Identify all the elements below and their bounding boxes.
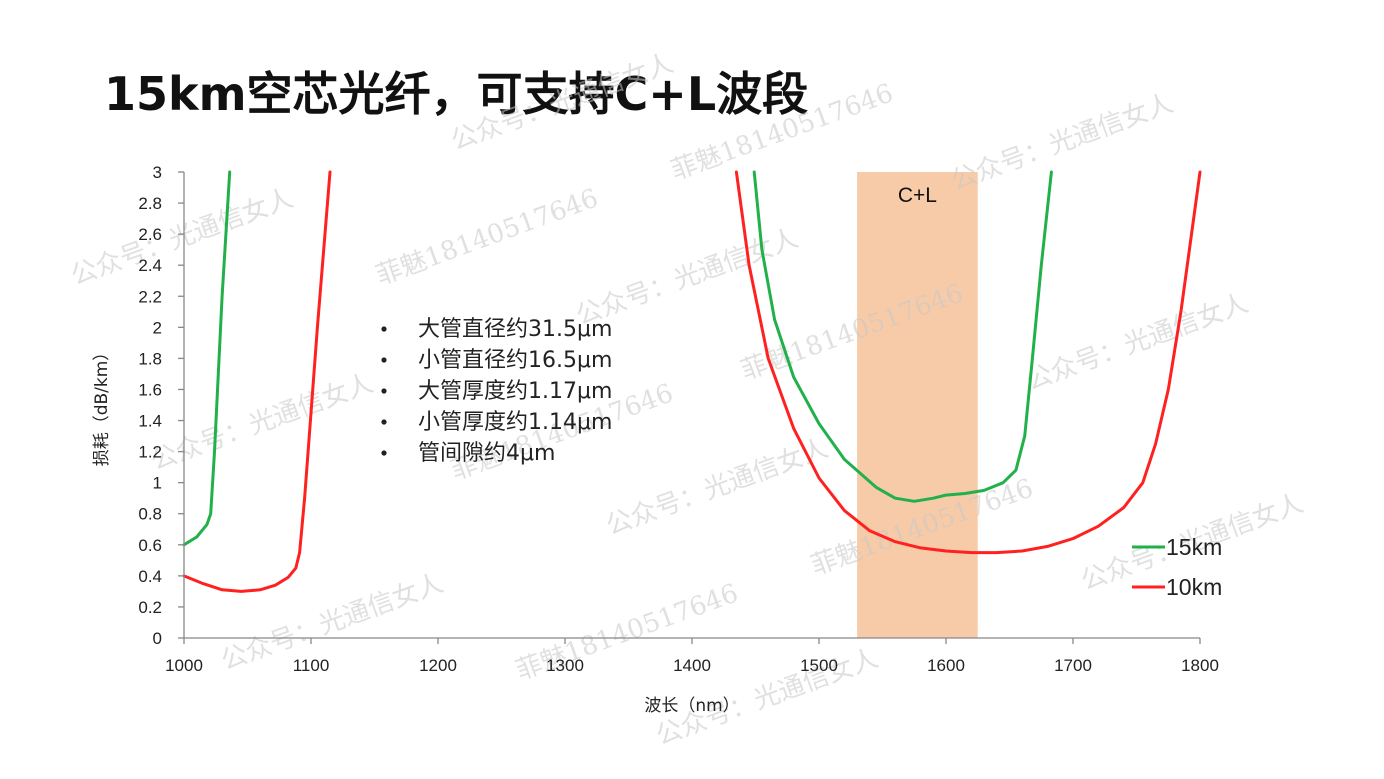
note-bullet [381, 388, 387, 394]
slide-title: 15km空芯光纤，可支持C+L波段 [104, 67, 809, 121]
cl-band-layer: C+L [857, 172, 978, 638]
notes-layer: 大管直径约31.5μm 小管直径约16.5μm 大管厚度约1.17μm 小管厚度约1.… [381, 317, 612, 466]
x-axis-title: 波长（nm） [644, 696, 739, 716]
note-item: 管间隙约4μm [418, 441, 555, 466]
y-tick-label: 2.8 [138, 194, 162, 213]
legend-label-15km: 15km [1166, 534, 1222, 560]
y-tick-label: 1 [153, 474, 162, 493]
y-axis-title: 损耗（dB/km） [92, 344, 112, 467]
x-tick-label: 1700 [1054, 656, 1092, 675]
legend-label-10km: 10km [1166, 574, 1222, 600]
series-layer [182, 170, 1202, 593]
x-tick-label: 1300 [546, 656, 584, 675]
watermark-text: 菲魅18140517646 [372, 183, 602, 291]
watermark-text: 公众号：光通信女人 [947, 88, 1177, 196]
note-item: 大管厚度约1.17μm [418, 379, 612, 404]
x-tick-label: 1100 [293, 656, 330, 675]
y-tick-label: 2.4 [138, 256, 162, 275]
cl-band [857, 172, 978, 638]
x-tick-label: 1500 [800, 656, 838, 675]
series-line-10km [182, 170, 332, 593]
y-tick-label: 2 [153, 318, 162, 337]
watermark-text: 公众号：光通信女人 [147, 368, 377, 476]
y-tick-label: 1.8 [138, 349, 162, 368]
x-tick-label: 1200 [419, 656, 457, 675]
x-tick-label: 1400 [673, 656, 711, 675]
watermark-text: 菲魅18140517646 [667, 78, 897, 186]
x-tick-label: 1800 [1181, 656, 1219, 675]
y-tick-label: 1.2 [138, 443, 162, 462]
watermark-text: 公众号：光通信女人 [67, 183, 297, 291]
watermark-text: 公众号：光通信女人 [447, 48, 677, 156]
series-line-10km [734, 170, 1202, 555]
note-item: 小管直径约16.5μm [418, 348, 612, 373]
y-tick-label: 0.4 [138, 567, 162, 586]
y-tick-label: 2.2 [138, 287, 162, 306]
y-tick-label: 0.6 [138, 536, 162, 555]
cl-band-label: C+L [898, 184, 937, 207]
note-item: 大管直径约31.5μm [418, 317, 612, 342]
y-tick-label: 3 [153, 163, 162, 182]
y-tick-label: 1.6 [138, 380, 162, 399]
note-item: 小管厚度约1.14μm [418, 410, 612, 435]
note-bullet [381, 419, 387, 425]
y-tick-label: 1.4 [138, 412, 162, 431]
watermark-text: 公众号：光通信女人 [602, 433, 832, 541]
watermark-text: 公众号：光通信女人 [1022, 288, 1252, 396]
note-bullet [381, 357, 387, 363]
axis-layer: 0 0.2 0.4 0.6 0.8 1 1.2 1.4 1.6 1.8 2 2.2 2.4 2.6 2.8 3… [92, 163, 1219, 716]
note-bullet [381, 450, 387, 456]
series-line-15km [182, 170, 232, 547]
note-bullet [381, 326, 387, 332]
y-tick-label: 2.6 [138, 225, 162, 244]
series-line-15km [752, 170, 1053, 503]
y-tick-label: 0.8 [138, 505, 162, 524]
x-tick-label: 1600 [927, 656, 965, 675]
y-tick-label: 0 [153, 629, 162, 648]
x-tick-label: 1000 [165, 656, 203, 675]
watermark-text: 公众号：光通信女人 [217, 568, 447, 676]
legend-layer: 15km 10km [1132, 534, 1222, 600]
y-tick-label: 0.2 [138, 598, 162, 617]
